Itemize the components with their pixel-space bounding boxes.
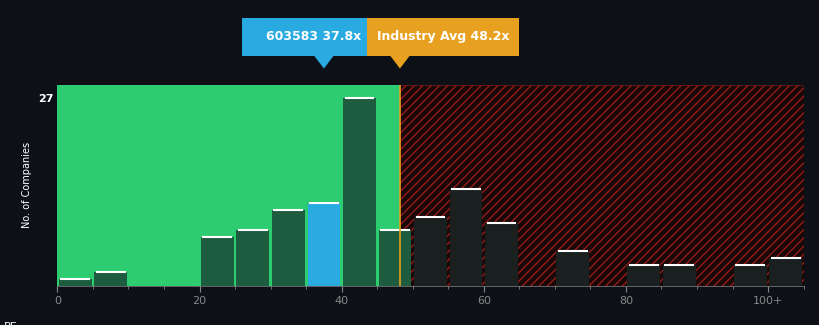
Bar (342, 98, 375, 286)
Bar (378, 230, 411, 286)
Bar (400, 84, 803, 286)
FancyBboxPatch shape (367, 18, 518, 56)
Bar (236, 230, 269, 286)
Bar (485, 224, 518, 286)
Bar (662, 265, 695, 286)
Bar (201, 237, 233, 286)
Bar (400, 84, 803, 286)
Bar (555, 251, 588, 286)
FancyBboxPatch shape (242, 18, 385, 56)
Bar (414, 216, 446, 286)
Bar (307, 202, 340, 286)
Bar (768, 258, 801, 286)
Bar (94, 272, 127, 286)
Bar (733, 265, 766, 286)
Bar (627, 265, 659, 286)
Bar (59, 279, 92, 286)
Bar (449, 189, 482, 286)
Text: 603583 37.8x: 603583 37.8x (265, 30, 361, 43)
Bar (272, 210, 305, 286)
Text: PE: PE (3, 322, 17, 325)
Polygon shape (390, 56, 410, 69)
Polygon shape (314, 56, 333, 69)
Bar (57, 84, 400, 286)
Y-axis label: No. of Companies: No. of Companies (22, 142, 32, 228)
Text: Industry Avg 48.2x: Industry Avg 48.2x (376, 30, 509, 43)
